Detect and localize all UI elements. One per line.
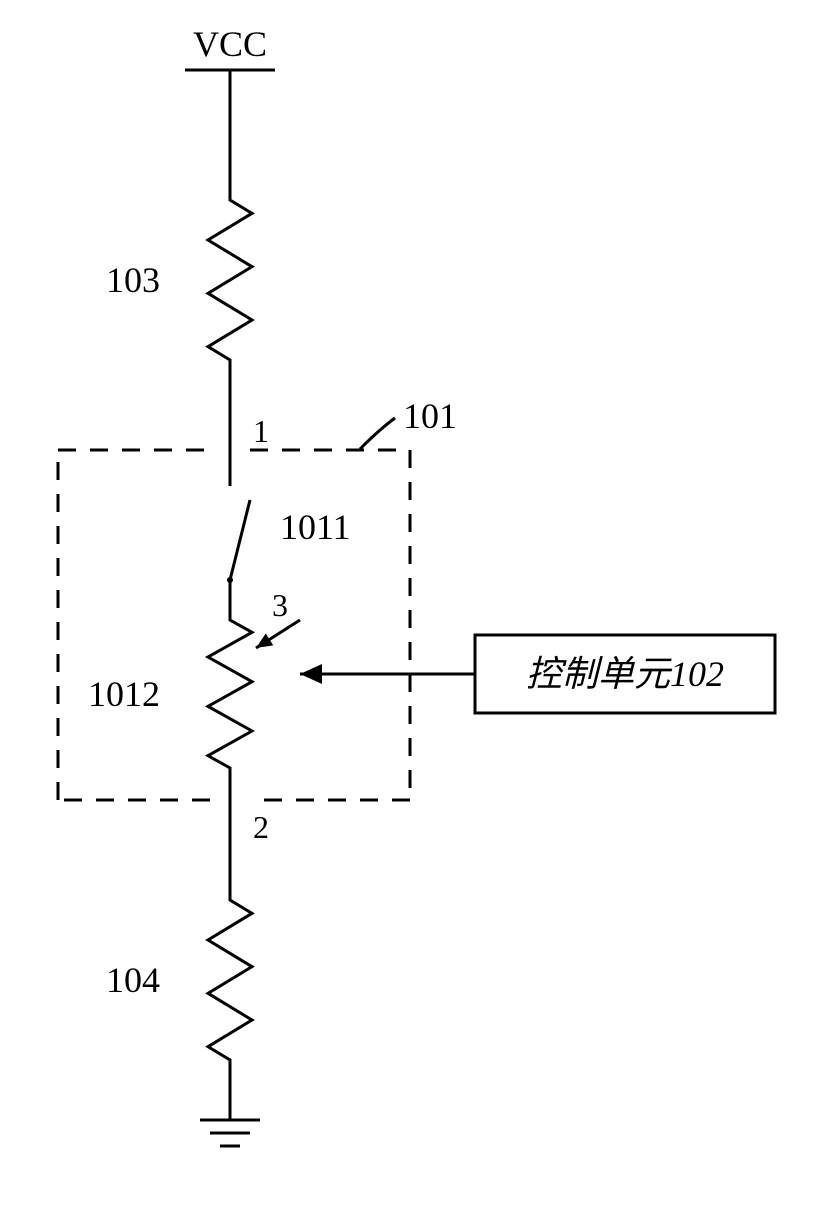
switch-1011-label: 1011: [280, 507, 351, 547]
control-unit-label: 控制单元102: [526, 654, 724, 694]
resistor-103: [208, 190, 252, 370]
label-1012: 1012: [88, 674, 160, 714]
node-1-label: 1: [253, 413, 269, 449]
vcc-label: VCC: [193, 24, 267, 64]
variable-resistor-1012: [208, 610, 252, 778]
resistor-104: [208, 890, 252, 1070]
node-2-label: 2: [253, 809, 269, 845]
node-3-label: 3: [272, 587, 288, 623]
block-101-label: 101: [403, 396, 457, 436]
label-103: 103: [106, 260, 160, 300]
label-104: 104: [106, 960, 160, 1000]
